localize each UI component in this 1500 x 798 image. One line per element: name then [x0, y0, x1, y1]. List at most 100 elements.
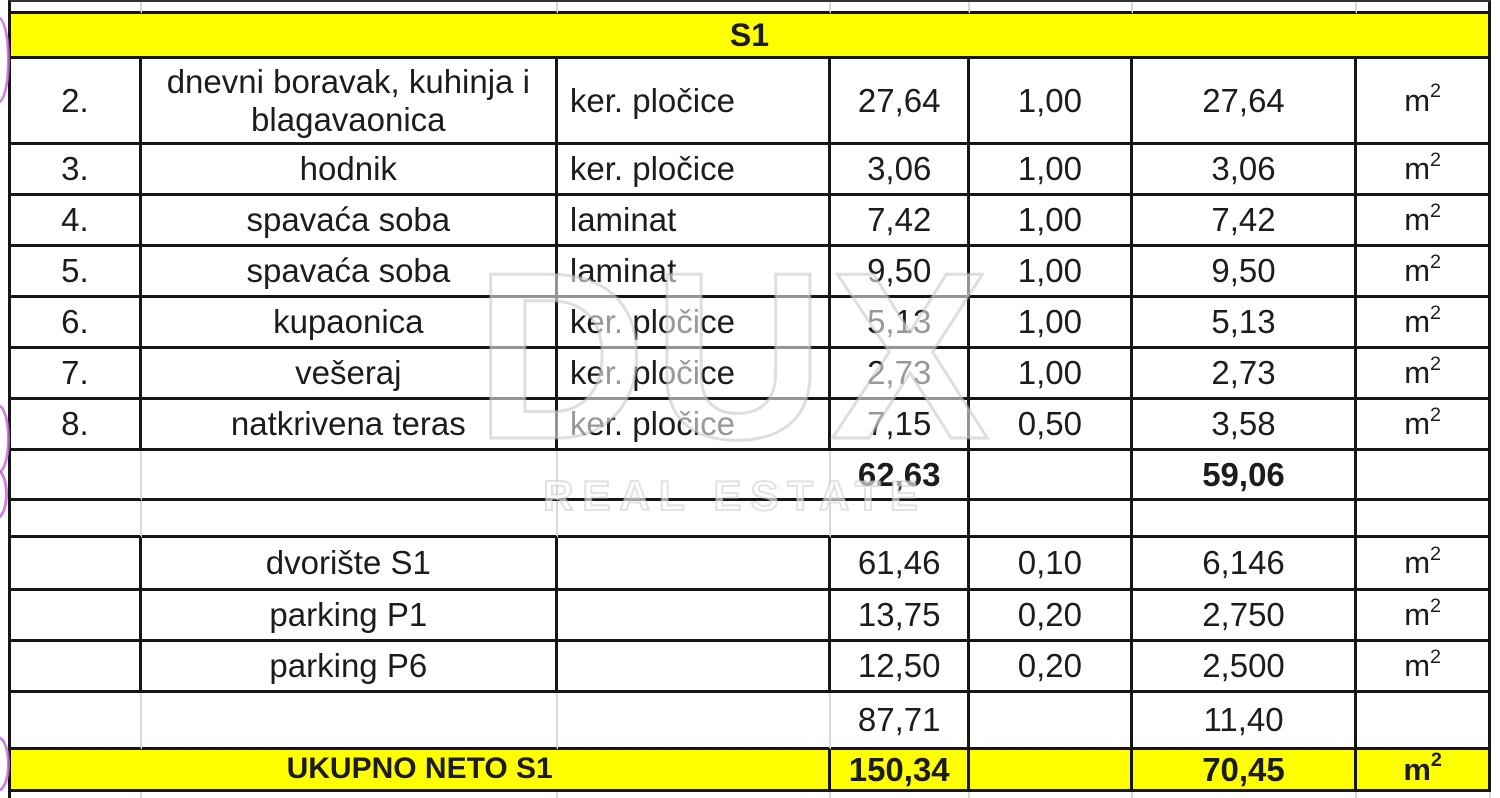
- cell-unit: m2: [1404, 80, 1442, 118]
- cell-room-number: 7.: [11, 349, 142, 400]
- subtotal-row: 62,63 59,06: [11, 451, 1492, 501]
- cell-coefficient: 1,00: [970, 145, 1133, 196]
- cell-area: 7,42: [831, 196, 971, 247]
- cell-reduced-area: 6,146: [1132, 538, 1358, 591]
- cell-coefficient: 0,50: [970, 400, 1133, 451]
- section-header-row: S1: [11, 14, 1491, 59]
- table-row: 2. dnevni boravak, kuhinja i blagavaonic…: [11, 59, 1492, 145]
- cell-room-number: 2.: [11, 59, 142, 145]
- table-row: dvorište S1 61,46 0,10 6,146 m2: [11, 538, 1492, 591]
- partial-row-bottom: [11, 792, 1492, 798]
- cell-empty: [141, 451, 558, 501]
- cell-unit: m2: [1404, 645, 1442, 684]
- cell-area: 3,06: [831, 145, 971, 196]
- cell-coefficient: 0,20: [970, 642, 1133, 693]
- cell-room-number: 8.: [11, 400, 142, 451]
- cell-empty: [11, 538, 142, 591]
- cell-reduced-area: 27,64: [1132, 59, 1358, 145]
- pen-mark: [0, 468, 8, 520]
- cell-empty: [1357, 792, 1492, 798]
- cell-empty: [11, 642, 142, 693]
- cell-reduced-area: 2,73: [1132, 349, 1358, 400]
- cell-empty: [141, 693, 558, 750]
- cell-room-number: 5.: [11, 247, 142, 298]
- cell-empty: [557, 451, 832, 501]
- cell-empty: [142, 792, 558, 798]
- cell-empty: [11, 591, 142, 642]
- cell-empty: [1133, 792, 1358, 798]
- cell-coefficient: 1,00: [970, 196, 1133, 247]
- cell-unit: m2: [1404, 403, 1442, 442]
- cell-empty: [1132, 2, 1358, 14]
- table-row: 6. kupaonica ker. pločice 5,13 1,00 5,13…: [11, 298, 1492, 349]
- cell-unit: m2: [1404, 594, 1442, 633]
- cell-empty: [1357, 693, 1492, 750]
- cell-unit: m2: [1404, 199, 1442, 238]
- cell-room-name: dvorište S1: [141, 538, 558, 591]
- total-label: UKUPNO NETO S1: [11, 750, 832, 792]
- cell-floor-material: ker. pločice: [557, 145, 832, 196]
- cell-empty: [970, 451, 1133, 501]
- cell-coefficient: 0,20: [970, 591, 1133, 642]
- cell-floor-material: ker. pločice: [557, 349, 832, 400]
- cell-area: 27,64: [831, 59, 971, 145]
- cell-empty: [970, 501, 1133, 538]
- cell-room-name: vešeraj: [141, 349, 558, 400]
- cell-empty: [557, 642, 832, 693]
- cell-reduced-area: 2,750: [1132, 591, 1358, 642]
- cell-empty: [11, 451, 142, 501]
- cell-unit: m2: [1404, 250, 1442, 289]
- cell-unit: m2: [1404, 301, 1442, 340]
- cell-reduced-area: 7,42: [1132, 196, 1358, 247]
- cell-empty: [11, 693, 142, 750]
- cell-floor-material: ker. pločice: [557, 298, 832, 349]
- cell-unit: m2: [1404, 542, 1442, 581]
- cell-empty: [970, 693, 1133, 750]
- cell-empty: [1357, 2, 1492, 14]
- cell-total-area: 150,34: [831, 750, 971, 792]
- cell-pre-total-area: 87,71: [831, 693, 971, 750]
- cell-unit: m2: [1404, 352, 1442, 391]
- cell-room-name: hodnik: [141, 145, 558, 196]
- cell-room-number: 3.: [11, 145, 142, 196]
- cell-empty: [557, 693, 832, 750]
- cell-subtotal-area: 62,63: [831, 451, 971, 501]
- cell-empty: [970, 792, 1133, 798]
- table-row: 4. spavaća soba laminat 7,42 1,00 7,42 m…: [11, 196, 1492, 247]
- cell-empty: [11, 2, 142, 14]
- cell-room-name: natkrivena teras: [141, 400, 558, 451]
- cell-area: 5,13: [831, 298, 971, 349]
- cell-empty: [1132, 501, 1358, 538]
- cell-empty: [970, 2, 1133, 14]
- cell-reduced-area: 3,58: [1132, 400, 1358, 451]
- cell-empty: [970, 750, 1133, 792]
- cell-empty: [11, 792, 142, 798]
- cell-empty: [557, 538, 832, 591]
- cell-room-number: 6.: [11, 298, 142, 349]
- cell-empty: [141, 501, 558, 538]
- cell-empty: [141, 2, 558, 14]
- pre-total-row: 87,71 11,40: [11, 693, 1492, 750]
- cell-area: 7,15: [831, 400, 971, 451]
- area-table: S1 2. dnevni boravak, kuhinja i blagavao…: [8, 0, 1492, 798]
- cell-area: 61,46: [831, 538, 971, 591]
- cell-room-name: spavaća soba: [141, 196, 558, 247]
- cell-empty: [1357, 451, 1492, 501]
- spacer-row: [11, 501, 1492, 538]
- cell-reduced-area: 9,50: [1132, 247, 1358, 298]
- cell-area: 12,50: [831, 642, 971, 693]
- cell-coefficient: 1,00: [970, 59, 1133, 145]
- cell-area: 13,75: [831, 591, 971, 642]
- cell-room-name: parking P1: [141, 591, 558, 642]
- cell-floor-material: ker. pločice: [557, 400, 832, 451]
- cell-floor-material: laminat: [557, 247, 832, 298]
- cell-empty: [831, 501, 971, 538]
- table-row: parking P1 13,75 0,20 2,750 m2: [11, 591, 1492, 642]
- cell-area: 9,50: [831, 247, 971, 298]
- cell-coefficient: 1,00: [970, 298, 1133, 349]
- cell-coefficient: 0,10: [970, 538, 1133, 591]
- cell-empty: [1357, 501, 1492, 538]
- cell-empty: [557, 501, 832, 538]
- cell-floor-material: laminat: [557, 196, 832, 247]
- cell-pre-total-reduced-area: 11,40: [1132, 693, 1358, 750]
